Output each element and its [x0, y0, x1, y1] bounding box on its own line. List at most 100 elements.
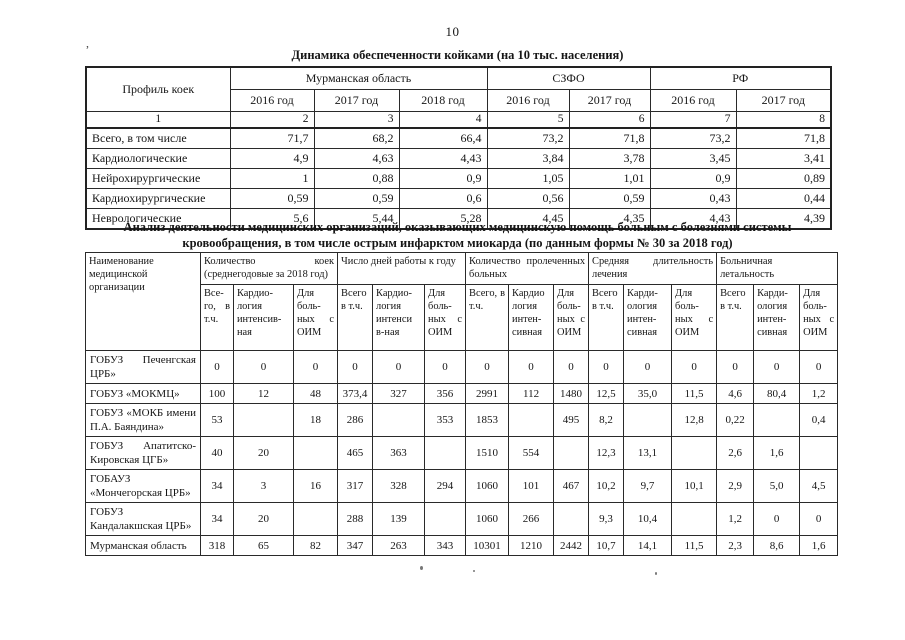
value-cell: 34: [200, 502, 234, 536]
value-cell: 0,9: [398, 168, 488, 189]
value-cell: 1: [229, 168, 315, 189]
value-cell: 317: [337, 469, 374, 503]
value-cell: 0,59: [229, 188, 315, 209]
table-row: Кардиологические 4,9 4,63 4,43 3,84 3,78 3,45 3…: [85, 148, 832, 169]
year-header-row: 2016 год 2017 год 2018 год 2016 год 2017…: [86, 88, 832, 112]
row-label: Мурманская область: [85, 535, 201, 556]
value-cell: 0: [716, 350, 755, 384]
value-cell: 40: [200, 436, 234, 470]
value-cell: 467: [553, 469, 590, 503]
value-cell: [424, 436, 467, 470]
column-index: 7: [649, 110, 737, 129]
value-cell: 0,59: [568, 188, 651, 209]
column-header-year: 2017 год: [735, 88, 832, 112]
table-row: ГОБАУЗ «Мончегорская ЦРБ» 34 3 16 317 328 294 1…: [85, 469, 839, 503]
sub-header-row: Все-го, в т.ч. Кардио-логия интенсив-ная…: [86, 284, 839, 351]
value-cell: 0,6: [398, 188, 488, 209]
value-cell: 14,1: [623, 535, 673, 556]
column-header-year: 2018 год: [398, 88, 488, 112]
row-label: ГОБАУЗ «Мончегорская ЦРБ»: [85, 469, 201, 503]
row-label: Кардиохирургические: [85, 188, 231, 209]
column-header: Кардио-логия интенси в-ная: [372, 284, 426, 351]
value-cell: 0: [553, 350, 590, 384]
value-cell: 0,89: [735, 168, 832, 189]
value-cell: 1853: [465, 403, 510, 437]
scan-artifact: [655, 572, 657, 575]
analysis-title-line2: кровообращения, в том числе острым инфар…: [182, 236, 733, 250]
value-cell: 554: [508, 436, 555, 470]
beds-table-body: Всего, в том числе 71,7 68,2 66,4 73,2 71,8 73…: [85, 127, 832, 230]
column-index-row: 1 2 3 4 5 6 7 8: [85, 110, 832, 129]
value-cell: 10,1: [671, 469, 718, 503]
value-cell: [292, 502, 339, 536]
column-header: Всего в т.ч.: [337, 284, 374, 351]
value-cell: 71,7: [229, 127, 315, 149]
table-row: Кардиохирургические 0,59 0,59 0,6 0,56 0,59 0,…: [85, 188, 832, 209]
column-group-szfo: СЗФО: [486, 66, 651, 90]
value-cell: 0: [753, 502, 801, 536]
value-cell: 0: [508, 350, 555, 384]
table-row: ГОБУЗ Апатитско-Кировская ЦГБ» 40 20 465 363…: [85, 436, 839, 470]
value-cell: 2,9: [716, 469, 755, 503]
value-cell: 288: [337, 502, 374, 536]
value-cell: 0,4: [799, 403, 839, 437]
column-header-year: 2016 год: [229, 88, 315, 112]
value-cell: 0,44: [735, 188, 832, 209]
value-cell: 1480: [553, 383, 590, 404]
value-cell: 0: [465, 350, 510, 384]
value-cell: 0: [372, 350, 426, 384]
column-group-workdays: Число дней работы к году: [337, 252, 467, 285]
table-row: Всего, в том числе 71,7 68,2 66,4 73,2 71,8 73…: [85, 127, 832, 149]
row-label: Нейрохирургические: [85, 168, 231, 189]
value-cell: 0,56: [486, 188, 570, 209]
value-cell: [799, 436, 839, 470]
value-cell: 0: [337, 350, 374, 384]
value-cell: 0,88: [313, 168, 400, 189]
column-header-year: 2017 год: [568, 88, 651, 112]
value-cell: 0: [292, 350, 339, 384]
column-header: Кардио логия интен-сивная: [508, 284, 555, 351]
row-label: ГОБУЗ Апатитско-Кировская ЦГБ»: [85, 436, 201, 470]
value-cell: 112: [508, 383, 555, 404]
value-cell: 4,43: [398, 148, 488, 169]
value-cell: [623, 403, 673, 437]
value-cell: 1,2: [799, 383, 839, 404]
value-cell: 11,5: [671, 535, 718, 556]
value-cell: 0: [799, 350, 839, 384]
value-cell: [553, 436, 590, 470]
value-cell: 5,0: [753, 469, 801, 503]
value-cell: 3: [233, 469, 294, 503]
value-cell: 18: [292, 403, 339, 437]
column-header: Все-го, в т.ч.: [200, 284, 234, 351]
value-cell: 66,4: [398, 127, 488, 149]
group-header-row: Наименование медицинской организации Кол…: [85, 252, 839, 351]
value-cell: 48: [292, 383, 339, 404]
column-header-year: 2017 год: [313, 88, 400, 112]
group-header-row: Профиль коек Мурманская область СЗФО РФ: [85, 66, 832, 112]
value-cell: 4,39: [735, 208, 832, 230]
column-index: 1: [85, 110, 231, 129]
value-cell: 12: [233, 383, 294, 404]
analysis-title-line1: Анализ деятельности медицинских организа…: [123, 220, 792, 234]
row-label: Неврологические: [85, 208, 231, 230]
value-cell: 3,84: [486, 148, 570, 169]
scan-artifact: [473, 570, 475, 572]
value-cell: [753, 403, 801, 437]
column-group-beds: Количество коек (среднегодовые за 2018 г…: [199, 252, 339, 285]
value-cell: 3,45: [649, 148, 737, 169]
column-header: Для боль-ных с ОИМ: [671, 284, 718, 351]
value-cell: 465: [337, 436, 374, 470]
value-cell: 8,6: [753, 535, 801, 556]
analysis-table-title: Анализ деятельности медицинских организа…: [70, 219, 845, 251]
value-cell: 8,2: [588, 403, 625, 437]
value-cell: 1060: [465, 469, 510, 503]
value-cell: 10,7: [588, 535, 625, 556]
column-index: 4: [398, 110, 488, 129]
value-cell: 12,5: [588, 383, 625, 404]
value-cell: 82: [292, 535, 339, 556]
value-cell: 4,35: [568, 208, 651, 230]
value-cell: 0,22: [716, 403, 755, 437]
table-row: ГОБУЗ Кандалакшская ЦРБ» 34 20 288 139 1060 26…: [85, 502, 839, 536]
table-row: ГОБУЗ «МОКМЦ» 100 12 48 373,4 327 356 2991 112 14…: [85, 383, 839, 404]
value-cell: 0: [671, 350, 718, 384]
